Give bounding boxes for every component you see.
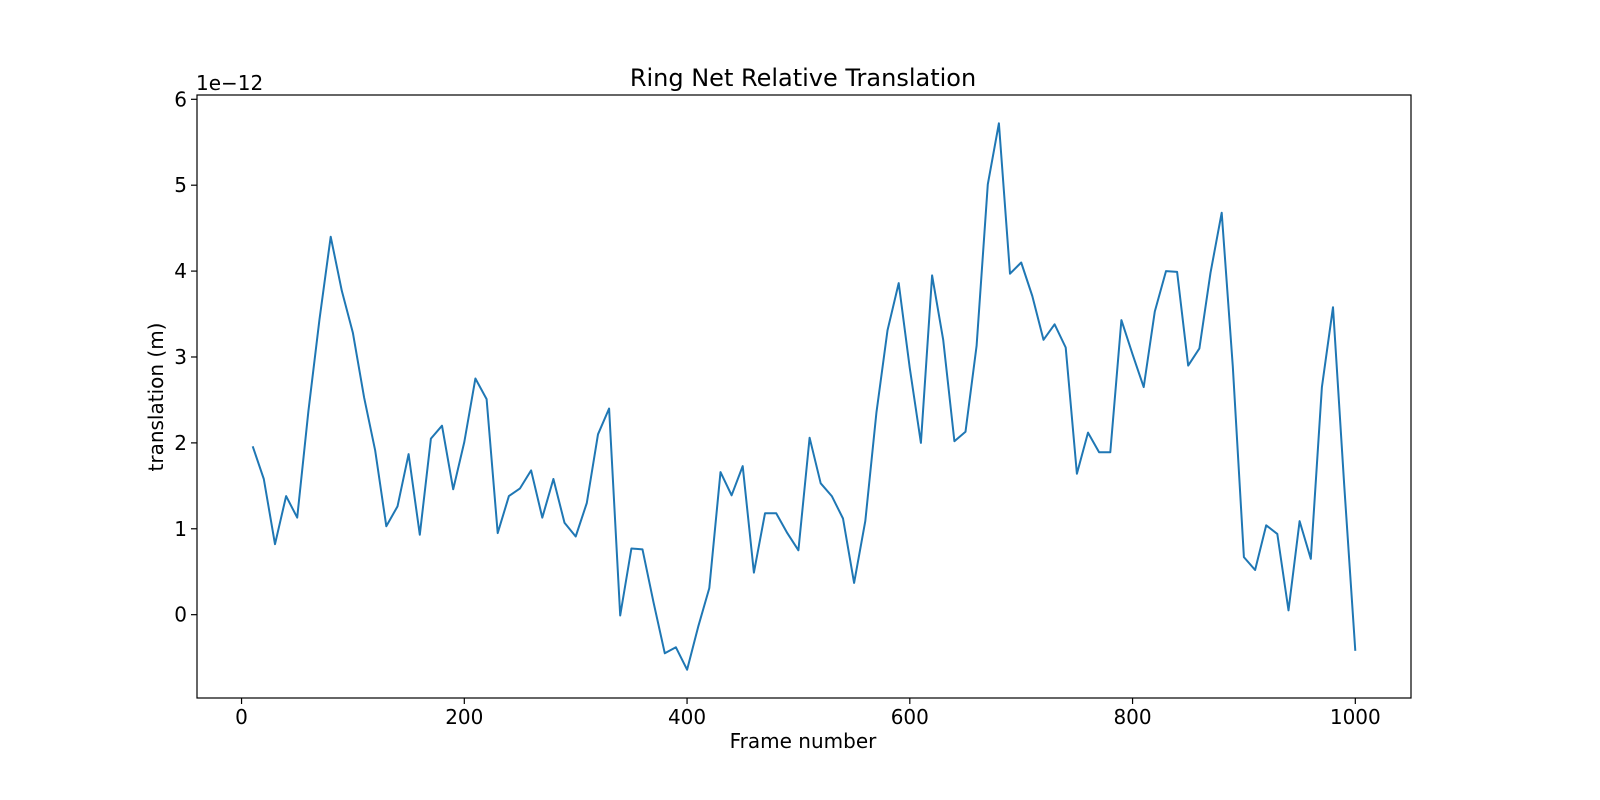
y-tick-label: 0 (174, 603, 187, 627)
y-tick-label: 2 (174, 431, 187, 455)
x-tick-label: 800 (1113, 705, 1151, 729)
x-tick-label: 400 (668, 705, 706, 729)
series-line-0 (251, 122, 1357, 671)
y-tick-label: 5 (174, 173, 187, 197)
y-offset-label: 1e−12 (196, 71, 263, 95)
x-axis-ticks: 0 200 400 600 800 1000 (235, 698, 1381, 729)
y-axis-ticks: 0 1 2 3 4 5 6 (174, 87, 197, 627)
chart-title: Ring Net Relative Translation (630, 64, 976, 92)
y-tick-label: 1 (174, 517, 187, 541)
y-axis-label: translation (m) (144, 323, 168, 472)
x-tick-label: 200 (445, 705, 483, 729)
y-tick-label: 4 (174, 259, 187, 283)
y-tick-label: 3 (174, 345, 187, 369)
plot-series (251, 122, 1357, 671)
x-tick-label: 600 (891, 705, 929, 729)
y-tick-label: 6 (174, 87, 187, 111)
x-tick-label: 1000 (1330, 705, 1381, 729)
x-tick-label: 0 (235, 705, 248, 729)
x-axis-label: Frame number (730, 729, 878, 753)
plot-frame (196, 94, 1412, 699)
